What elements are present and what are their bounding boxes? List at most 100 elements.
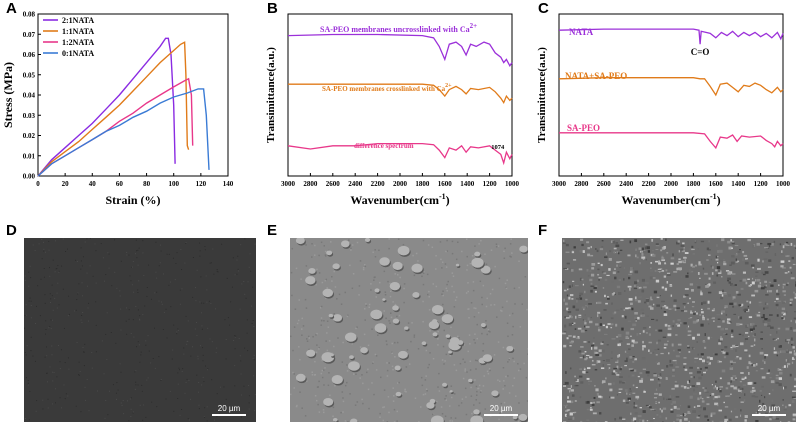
sem-grain [478,402,481,404]
sem-particle [519,245,528,253]
sem-grain [752,335,756,337]
sem-grain [785,327,790,331]
sem-grain [766,290,768,293]
sem-grain [183,353,185,355]
sem-grain [68,313,70,315]
sem-grain [187,418,189,420]
sem-grain [186,343,188,345]
sem-grain [45,346,47,348]
sem-grain [755,239,758,241]
sem-grain [473,307,475,309]
sem-grain [753,344,756,346]
sem-grain [467,350,469,353]
sem-grain [341,361,344,363]
sem-grain [635,320,637,322]
sem-grain [730,346,733,349]
sem-grain [734,284,737,286]
sem-grain [428,309,431,311]
sem-grain [137,264,139,266]
sem-grain [668,383,671,385]
sem-grain [605,325,608,329]
sem-grain [693,388,695,392]
sem-grain [592,337,595,339]
sem-grain [154,327,156,329]
sem-grain [165,308,167,310]
sem-grain [490,304,492,306]
sem-grain [725,328,728,330]
sem-grain [615,361,619,363]
sem-grain [352,273,355,275]
sem-grain [326,349,329,352]
sem-grain [713,378,718,380]
sem-grain [382,406,384,409]
sem-grain [441,293,443,295]
sem-grain [567,311,572,314]
sem-grain [706,247,710,251]
sem-grain [620,239,624,241]
sem-grain [518,286,520,289]
sem-grain [612,312,616,315]
sem-grain [683,247,685,249]
sem-particle [374,323,387,333]
sem-grain [397,382,399,384]
sem-grain [719,337,723,341]
sem-grain [659,373,662,376]
sem-grain [371,328,373,330]
sem-grain [238,338,240,340]
sem-grain [465,413,468,416]
sem-grain [673,271,678,273]
sem-grain [420,406,422,408]
x-tick-label: 120 [196,180,207,188]
sem-grain [201,328,203,330]
sem-grain [646,315,650,317]
sem-grain [299,391,301,393]
sem-grain [216,416,218,418]
sem-grain [721,238,725,242]
sem-grain [688,350,691,353]
sem-grain [750,390,752,393]
sem-grain [324,367,326,369]
sem-grain [595,352,599,354]
sem-grain [677,240,680,243]
sem-grain [697,247,700,250]
sem-grain [721,310,725,313]
sem-grain [295,267,298,270]
sem-grain [174,279,176,281]
sem-grain [117,389,119,391]
sem-grain [726,395,731,397]
sem-grain [566,337,569,340]
sem-grain [723,262,727,266]
sem-particle [350,418,358,422]
sem-grain [773,347,776,350]
sem-grain [136,250,138,252]
sem-grain [509,314,511,317]
sem-grain [135,239,137,241]
sem-grain [644,246,646,250]
sem-grain [80,260,82,262]
sem-grain [727,382,731,385]
sem-grain [769,418,772,421]
sem-grain [783,365,786,368]
sem-grain [290,271,293,274]
sem-grain [169,390,171,392]
y-axis-label: Transimittance(a.u.) [536,47,548,143]
sem-grain [612,271,616,275]
sem-grain [563,289,567,292]
sem-grain [120,371,122,373]
sem-grain [790,242,793,246]
sem-grain [81,265,83,267]
sem-grain [472,289,475,292]
sem-grain [512,347,515,350]
sem-grain [32,244,34,246]
sem-image-smooth: 20 µm [24,238,256,422]
sem-grain [44,356,46,358]
sem-grain [658,262,662,265]
sem-grain [344,384,347,387]
sem-grain [696,416,700,419]
sem-grain [459,362,462,365]
sem-grain [201,312,203,314]
sem-grain [693,406,696,408]
sem-grain [453,291,455,293]
sem-grain [683,295,686,298]
sem-grain [389,290,392,292]
